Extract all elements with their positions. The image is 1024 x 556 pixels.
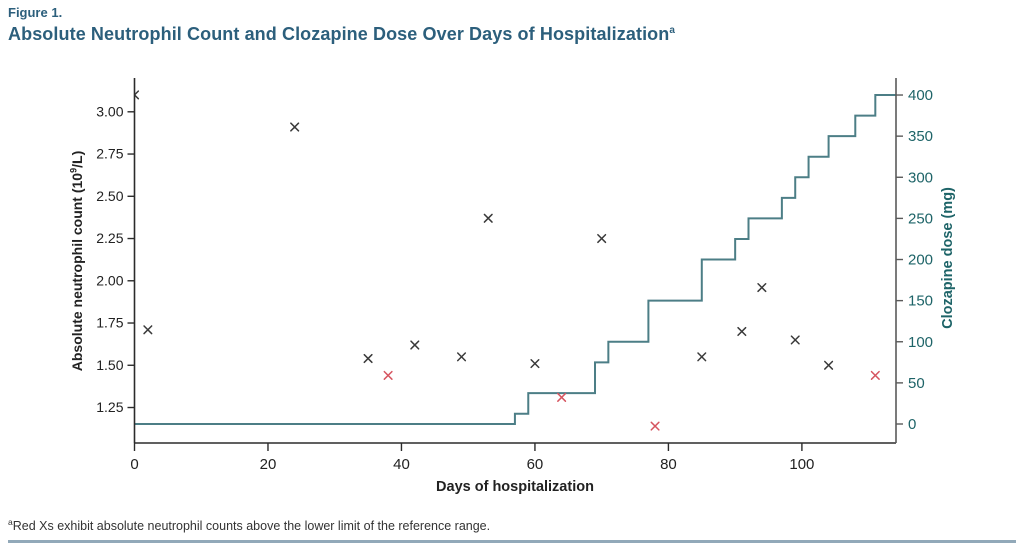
y-right-tick-label: 400 bbox=[908, 87, 933, 104]
bottom-rule bbox=[8, 540, 1016, 543]
x-tick-label: 80 bbox=[660, 456, 677, 473]
x-tick-label: 60 bbox=[527, 456, 544, 473]
anc-x-marker bbox=[697, 352, 707, 362]
figure-title: Absolute Neutrophil Count and Clozapine … bbox=[8, 24, 675, 45]
x-tick-label: 100 bbox=[789, 456, 814, 473]
figure-title-superscript: a bbox=[669, 25, 676, 36]
y-axis-label-left: Absolute neutrophil count (109/L) bbox=[68, 150, 85, 372]
y-right-tick-label: 150 bbox=[908, 293, 933, 310]
anc-x-marker bbox=[757, 282, 767, 293]
anc-x-marker bbox=[383, 370, 393, 380]
anc-red-markers bbox=[383, 370, 880, 431]
y-right-tick-label: 0 bbox=[908, 416, 916, 433]
anc-x-marker bbox=[290, 122, 300, 132]
y-left-tick-label: 1.75 bbox=[96, 315, 123, 331]
y-left-tick-label: 3.00 bbox=[96, 103, 123, 119]
anc-x-marker bbox=[456, 352, 467, 362]
y-axis-label-left-unit: /L) bbox=[69, 150, 85, 168]
y-right-tick-label: 50 bbox=[908, 375, 925, 392]
y-left-tick-label: 2.25 bbox=[96, 230, 123, 246]
anc-x-marker bbox=[483, 213, 493, 223]
anc-x-marker bbox=[737, 326, 747, 337]
footnote-superscript: a bbox=[8, 516, 13, 527]
footnote: aRed Xs exhibit absolute neutrophil coun… bbox=[8, 516, 491, 533]
x-tick-label: 0 bbox=[130, 456, 138, 473]
anc-x-marker bbox=[134, 90, 140, 100]
y-left-tick-label: 1.25 bbox=[96, 399, 123, 415]
x-axis-label: Days of hospitalization bbox=[436, 479, 594, 495]
anc-x-marker bbox=[597, 233, 607, 244]
y-right-tick-label: 350 bbox=[908, 128, 933, 145]
anc-black-markers bbox=[134, 90, 834, 370]
anc-x-marker bbox=[790, 335, 800, 345]
anc-x-marker bbox=[650, 421, 660, 431]
y-right-tick-label: 100 bbox=[908, 334, 933, 351]
y-axis-label-left-superscript: 9 bbox=[68, 167, 79, 173]
y-left-tick-label: 2.75 bbox=[96, 146, 123, 162]
anc-x-marker bbox=[824, 360, 834, 370]
footnote-text: Red Xs exhibit absolute neutrophil count… bbox=[12, 519, 491, 533]
y-right-tick-label: 300 bbox=[908, 169, 933, 186]
x-tick-label: 40 bbox=[393, 456, 410, 473]
figure-label: Figure 1. bbox=[8, 5, 63, 20]
anc-x-marker bbox=[363, 353, 373, 364]
y-axis-label-right: Clozapine dose (mg) bbox=[940, 187, 956, 329]
x-tick-label: 20 bbox=[260, 456, 277, 473]
y-left-tick-label: 2.50 bbox=[96, 188, 123, 204]
y-left-tick-label: 2.00 bbox=[96, 272, 123, 288]
anc-x-marker bbox=[530, 359, 540, 369]
anc-x-marker bbox=[410, 340, 420, 350]
clozapine-dose-step-line bbox=[134, 94, 896, 426]
figure-title-text: Absolute Neutrophil Count and Clozapine … bbox=[8, 24, 670, 44]
y-right-tick-label: 250 bbox=[908, 210, 933, 227]
y-axis-label-left-text: Absolute neutrophil count (10 bbox=[69, 172, 85, 372]
y-left-tick-label: 1.50 bbox=[96, 357, 123, 373]
anc-x-marker bbox=[870, 370, 880, 380]
y-right-tick-label: 200 bbox=[908, 252, 933, 269]
anc-x-marker bbox=[143, 325, 153, 335]
anc-x-marker bbox=[557, 392, 567, 402]
